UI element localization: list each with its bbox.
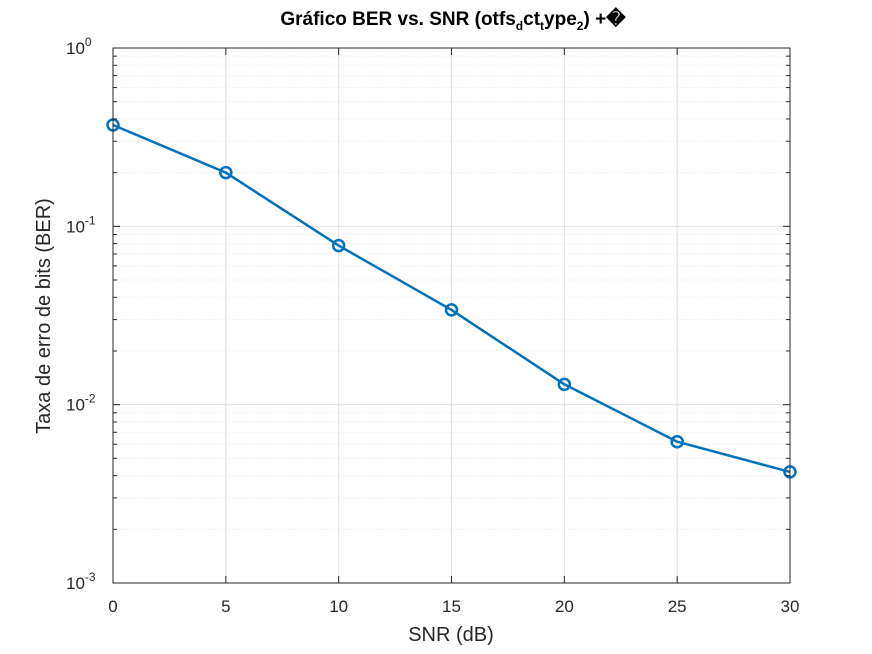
data-point — [557, 377, 572, 392]
y-tick-base: 10 — [66, 396, 85, 415]
x-tick-label: 10 — [329, 597, 348, 616]
x-tick-labels: 0 5 10 15 20 25 30 — [108, 597, 799, 616]
plot-area — [106, 47, 797, 584]
x-tick-label: 0 — [108, 597, 117, 616]
data-point — [331, 238, 346, 253]
y-tick-label: 10-2 — [66, 392, 96, 415]
y-tick-label: 10-1 — [66, 213, 96, 236]
y-tick-exponent: -3 — [85, 570, 96, 584]
series-layer — [106, 118, 797, 479]
y-tick-base: 10 — [66, 217, 85, 236]
x-tick-label: 5 — [221, 597, 230, 616]
x-tick-label: 20 — [555, 597, 574, 616]
y-tick-label: 10-3 — [66, 570, 96, 593]
data-point — [219, 165, 233, 180]
y-tick-exponent: 0 — [85, 35, 92, 49]
x-tick-label: 15 — [442, 597, 461, 616]
tickmark-layer — [112, 47, 791, 584]
x-tick-label: 25 — [668, 597, 687, 616]
y-tick-exponent: -1 — [85, 213, 96, 227]
data-point — [444, 303, 459, 317]
x-axis-label: SNR (dB) — [408, 624, 494, 646]
y-tick-base: 10 — [66, 574, 85, 593]
y-axis-label: Taxa de erro de bits (BER) — [33, 198, 55, 434]
chart-title: Gráfico BER vs. SNR (otfsdcttype2) +� — [280, 7, 626, 33]
y-tick-base: 10 — [66, 39, 85, 58]
series-line — [112, 123, 791, 474]
y-tick-exponent: -2 — [85, 392, 96, 406]
y-tick-label: 100 — [66, 35, 92, 58]
x-tick-label: 30 — [781, 597, 800, 616]
data-point — [670, 434, 684, 449]
